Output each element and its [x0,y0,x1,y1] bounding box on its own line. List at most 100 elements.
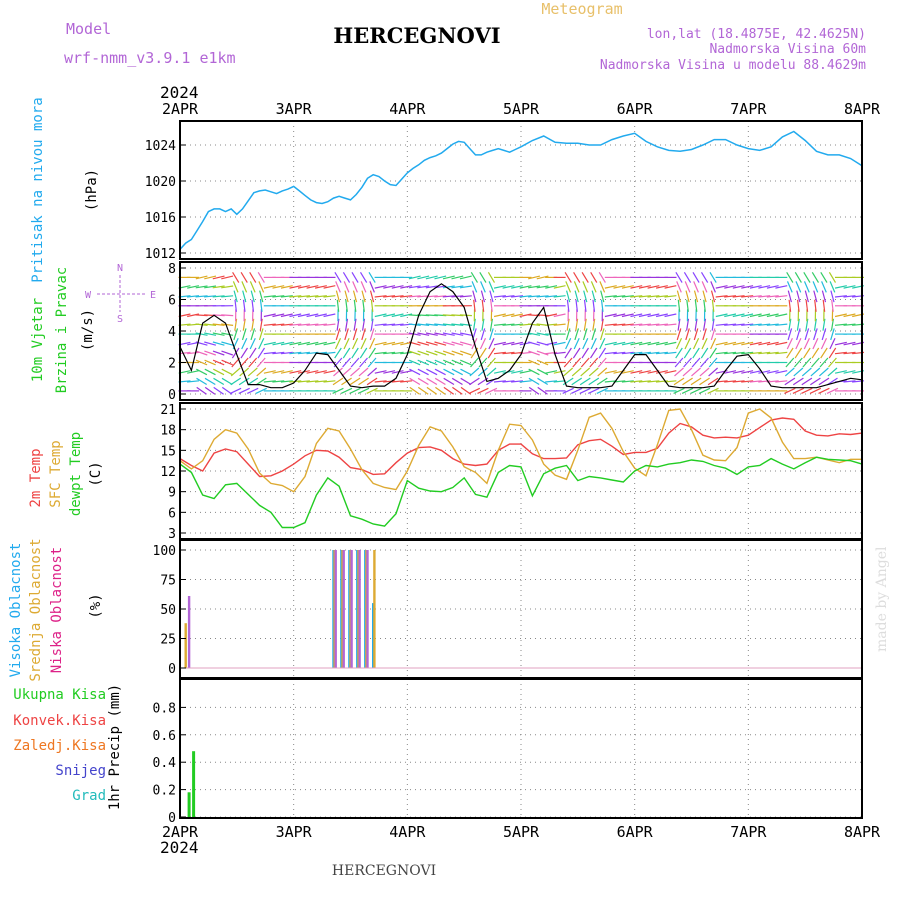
wind-arrow [334,337,342,350]
wind-arrow [297,295,310,298]
wind-arrow [803,347,811,359]
wind-arrow [242,290,247,303]
wind-arrow [684,281,691,293]
wind-arrow [692,337,700,350]
wind-arrow [821,328,827,341]
wind-arrow [818,387,830,394]
wind-arrow [664,295,677,298]
wind-arrow [442,323,455,326]
wind-arrow [818,377,830,386]
wind-arrow [383,313,396,318]
wind-arrow [758,323,771,326]
wind-arrow [425,359,438,366]
wind-arrow [613,341,626,346]
wind-arrow [488,337,495,350]
wind-arrow [480,290,486,303]
wind-arrow [400,351,413,355]
wind-arrow [434,295,447,298]
wind-arrow [297,341,310,346]
wind-arrow [233,290,238,303]
wind-arrow [830,290,835,303]
wind-arrow [374,285,387,289]
wind-arrow [263,295,276,298]
precip-legend-item: Ukupna Kisa [13,687,106,703]
wind-arrow [565,337,572,350]
low-cloud-bar [350,550,353,668]
wind-arrow [583,299,587,312]
data-layer [178,130,865,817]
wind-arrow [351,347,359,359]
wind-speed-line [179,283,863,389]
wind-arrow [724,313,737,318]
wind-arrow [353,299,357,312]
wind-arrow [272,351,285,355]
wind-arrow [213,386,224,395]
wind-arrow [350,357,360,368]
wind-arrow [332,387,344,394]
wind-arrow [434,275,447,280]
wind-arrow [604,370,617,374]
wind-arrow [472,318,476,331]
wind-arrow [344,328,349,341]
wind-arrow [724,351,737,355]
wind-arrow [621,341,634,346]
wind-arrow [213,368,225,376]
wind-arrow [566,299,570,312]
wind-arrow [664,313,677,318]
wind-arrow [732,323,745,326]
wind-arrow [792,377,804,386]
wind-arrow [709,271,717,283]
wind-arrow [297,351,310,355]
wind-arrow [843,341,856,346]
wind-arrow [707,387,719,394]
wind-arrow [775,380,788,383]
temp-ylabel-unit: (C) [88,461,104,486]
wind-arrow [519,380,532,383]
wind-arrow [655,370,668,374]
page-title: HERCEGNOVI [333,23,500,48]
wind-arrow [451,323,464,326]
wind-arrow [724,323,737,326]
wind-arrow [804,328,810,341]
wind-arrow [485,387,498,394]
low-cloud-bar [358,550,361,668]
wind-arrow [621,323,634,326]
y-tick-label: 50 [160,603,176,618]
wind-arrow [195,275,208,280]
grid-layer [180,121,862,818]
wind-arrow [749,341,762,346]
wind-arrow [221,368,233,376]
wind-arrow [323,380,336,383]
wind-arrow [821,290,827,303]
wind-arrow [571,387,583,394]
wind-arrow [477,387,489,394]
wind-arrow [843,380,856,383]
wind-arrow [280,341,293,346]
wind-arrow [434,368,446,376]
wind-arrow [732,313,745,318]
wind-arrow [368,271,376,283]
wind-arrow [647,341,660,346]
wind-arrow [425,332,438,336]
wind-arrow [598,347,607,359]
wind-arrow [536,350,549,356]
wind-arrow [613,323,626,326]
wind-arrow [238,377,250,386]
wind-arrow [480,328,486,341]
wind-arrow [796,290,801,303]
wind-arrow [368,347,376,359]
wind-arrow [565,281,572,293]
wind-arrow [819,367,829,377]
wind-arrow [674,357,684,368]
wind-arrow [775,341,788,346]
wind-arrow [478,367,488,377]
wind-arrow [204,332,217,336]
wind-arrow [630,370,643,374]
precip-legend-item: Zaledj.Kisa [13,738,106,754]
wind-arrow [732,295,745,298]
wind-arrow [336,299,340,312]
low-cloud-bar [366,550,369,668]
wind-arrow [425,323,438,326]
wind-arrow [599,328,605,341]
wind-arrow [562,377,574,386]
